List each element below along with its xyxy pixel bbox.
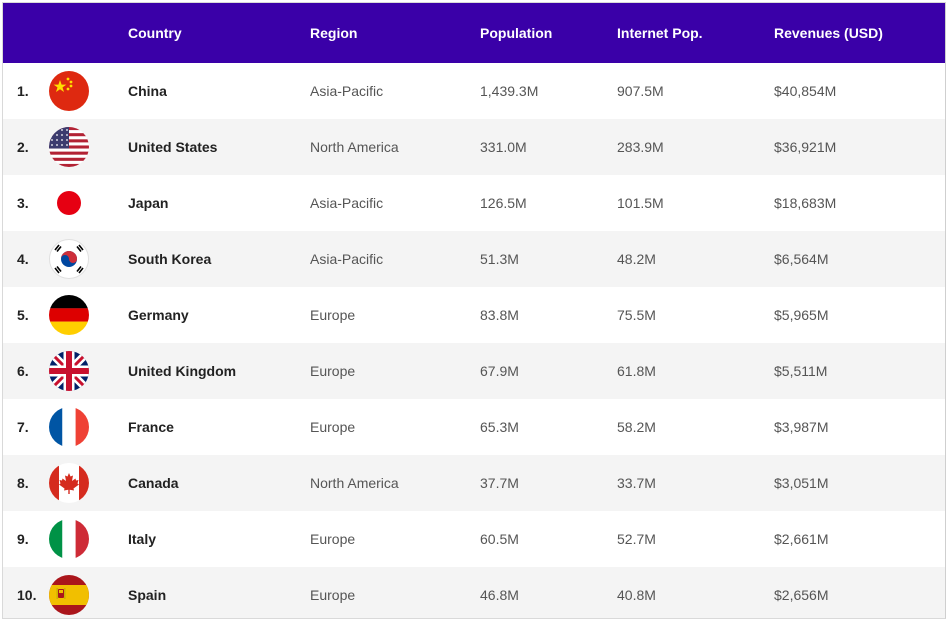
table-row[interactable]: 2. United States North America 331.0M 283.9M…	[3, 119, 945, 175]
rank-number: 9.	[17, 531, 29, 547]
rank-number: 4.	[17, 251, 29, 267]
revenue-value: $18,683M	[774, 195, 837, 211]
italy-flag-icon	[49, 519, 89, 559]
header-population[interactable]: Population	[480, 25, 553, 41]
population-value: 65.3M	[480, 419, 519, 435]
japan-flag-icon	[49, 183, 89, 223]
country-name: South Korea	[128, 251, 212, 267]
revenue-value: $2,656M	[774, 587, 829, 603]
header-revenues[interactable]: Revenues (USD)	[774, 25, 883, 41]
revenue-value: $5,511M	[774, 363, 828, 379]
revenue-value: $3,987M	[774, 419, 829, 435]
header-internet-pop[interactable]: Internet Pop.	[617, 25, 703, 41]
internet-pop-value: 75.5M	[617, 307, 656, 323]
internet-pop-value: 101.5M	[617, 195, 664, 211]
france-flag-icon	[49, 407, 89, 447]
population-value: 37.7M	[480, 475, 519, 491]
region-name: Europe	[310, 531, 356, 547]
internet-pop-value: 61.8M	[617, 363, 656, 379]
rank-number: 2.	[17, 139, 29, 155]
header-region[interactable]: Region	[310, 25, 358, 41]
table-row[interactable]: 7. France Europe 65.3M 58.2M $3,987M	[3, 399, 945, 455]
rank-number: 10.	[17, 587, 37, 603]
region-name: Asia-Pacific	[310, 195, 384, 211]
region-name: Asia-Pacific	[310, 83, 384, 99]
country-name: Canada	[128, 475, 179, 491]
rank-number: 6.	[17, 363, 29, 379]
region-name: North America	[310, 139, 399, 155]
rank-number: 8.	[17, 475, 29, 491]
header-country[interactable]: Country	[128, 25, 182, 41]
table-row[interactable]: 5. Germany Europe 83.8M 75.5M $5,965M	[3, 287, 945, 343]
internet-pop-value: 52.7M	[617, 531, 656, 547]
table-row[interactable]: 8. Canada North America 37.7M 33.7M $3,051M	[3, 455, 945, 511]
population-value: 126.5M	[480, 195, 527, 211]
population-value: 83.8M	[480, 307, 519, 323]
country-name: Japan	[128, 195, 169, 211]
population-value: 67.9M	[480, 363, 519, 379]
revenue-value: $36,921M	[774, 139, 837, 155]
table-row[interactable]: 9. Italy Europe 60.5M 52.7M $2,661M	[3, 511, 945, 567]
revenue-value: $5,965M	[774, 307, 829, 323]
region-name: Europe	[310, 419, 356, 435]
region-name: Europe	[310, 363, 356, 379]
canada-flag-icon	[49, 463, 89, 503]
region-name: Asia-Pacific	[310, 251, 384, 267]
internet-pop-value: 33.7M	[617, 475, 656, 491]
population-value: 331.0M	[480, 139, 527, 155]
internet-pop-value: 48.2M	[617, 251, 656, 267]
country-name: United States	[128, 139, 218, 155]
revenue-value: $40,854M	[774, 83, 837, 99]
united-kingdom-flag-icon	[49, 351, 89, 391]
region-name: Europe	[310, 307, 356, 323]
revenue-value: $6,564M	[774, 251, 829, 267]
population-value: 46.8M	[480, 587, 519, 603]
country-name: France	[128, 419, 174, 435]
south-korea-flag-icon	[49, 239, 89, 279]
table-row[interactable]: 1. China Asia-Pacific 1,439.3M 907.5M $40,854…	[3, 63, 945, 119]
country-name: Italy	[128, 531, 157, 547]
internet-pop-value: 40.8M	[617, 587, 656, 603]
table-row[interactable]: 6. United Kingdom Europe 67.9M 61.8M $5,511M	[3, 343, 945, 399]
spain-flag-icon	[49, 575, 89, 615]
internet-pop-value: 58.2M	[617, 419, 656, 435]
table-row[interactable]: 4. South Korea Asia-Pacific 51.3M 48.2M $6,56…	[3, 231, 945, 287]
rank-number: 3.	[17, 195, 29, 211]
population-value: 60.5M	[480, 531, 519, 547]
china-flag-icon	[49, 71, 89, 111]
internet-pop-value: 907.5M	[617, 83, 664, 99]
country-name: United Kingdom	[128, 363, 237, 379]
rank-number: 1.	[17, 83, 29, 99]
united-states-flag-icon	[49, 127, 89, 167]
country-name: Germany	[128, 307, 189, 323]
rank-number: 5.	[17, 307, 29, 323]
table-header: Country Region Population Internet Pop. …	[3, 3, 945, 63]
population-value: 51.3M	[480, 251, 519, 267]
region-name: Europe	[310, 587, 356, 603]
country-name: China	[128, 83, 167, 99]
rank-number: 7.	[17, 419, 29, 435]
table-row[interactable]: 10. Spain Europe 46.8M 40.8M $2,656M	[3, 567, 945, 618]
table-row[interactable]: 3. Japan Asia-Pacific 126.5M 101.5M $18,683M	[3, 175, 945, 231]
revenue-value: $3,051M	[774, 475, 829, 491]
country-name: Spain	[128, 587, 167, 603]
population-value: 1,439.3M	[480, 83, 539, 99]
revenue-value: $2,661M	[774, 531, 829, 547]
region-name: North America	[310, 475, 399, 491]
germany-flag-icon	[49, 295, 89, 335]
internet-pop-value: 283.9M	[617, 139, 664, 155]
